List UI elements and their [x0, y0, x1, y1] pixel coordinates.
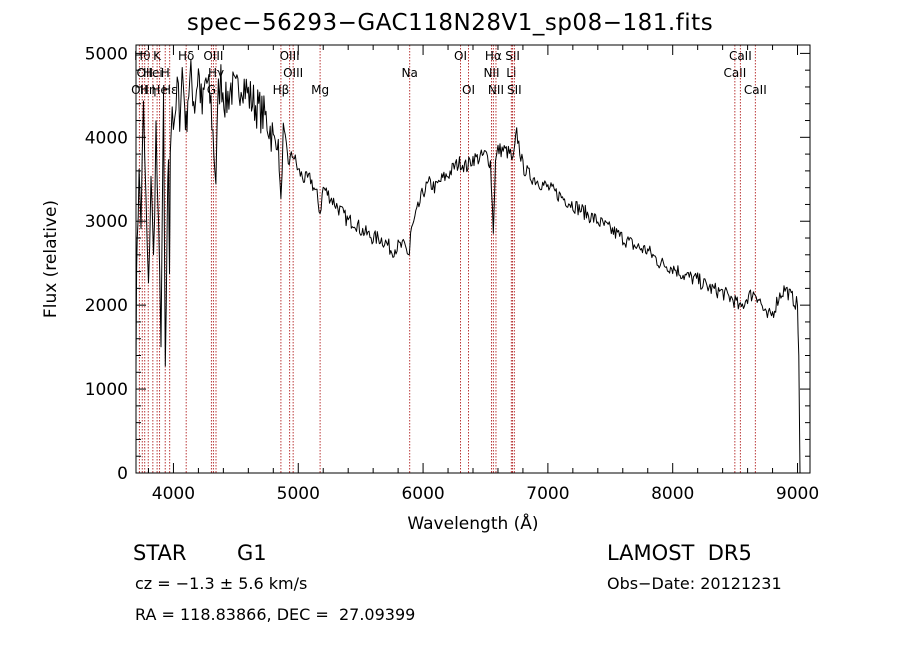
y-tick-label: 4000 [85, 128, 128, 148]
spectral-line-label: OII [131, 83, 148, 97]
plot-frame [135, 44, 811, 474]
survey-label: LAMOST DR5 [607, 541, 752, 565]
spectral-line-label: CaII [744, 83, 767, 97]
spectral-line-label: OIII [203, 49, 223, 63]
object-subclass: G1 [237, 541, 267, 565]
spectral-line-label: NII [483, 66, 499, 80]
spectral-line-label: H [161, 66, 170, 80]
x-axis-title: Wavelength (Å) [407, 512, 538, 534]
spectral-line-label: SII [507, 83, 522, 97]
x-tick-label: 9000 [776, 484, 819, 504]
spectral-line-label: CaII [729, 49, 752, 63]
spectral-line-label: Hθ [134, 49, 150, 63]
spectral-line-label: K [153, 49, 162, 63]
spectral-line-label: Mg [311, 83, 329, 97]
coordinates: RA = 118.83866, DEC = 27.09399 [135, 605, 416, 624]
y-tick-label: 5000 [85, 44, 128, 64]
x-tick-label: 6000 [401, 484, 444, 504]
observation-date: Obs−Date: 20121231 [607, 574, 782, 593]
y-tick-label: 2000 [85, 296, 128, 316]
x-tick-label: 4000 [152, 484, 195, 504]
spectral-line-label: Hα [485, 49, 502, 63]
spectral-line-label: OI [454, 49, 467, 63]
redshift-velocity: cz = −1.3 ± 5.6 km/s [135, 574, 308, 593]
y-tick-label: 0 [117, 464, 128, 484]
spectral-line-label: Hβ [273, 83, 290, 97]
x-tick-label: 5000 [277, 484, 320, 504]
spectral-line-label: Na [402, 66, 418, 80]
spectral-line-label: Hε [162, 83, 178, 97]
spectral-line-label: OII [136, 66, 153, 80]
spectral-line-label: Hei [143, 66, 163, 80]
y-axis-title: Flux (relative) [41, 200, 61, 318]
object-class: STAR [133, 541, 187, 565]
spectral-line-label: G [207, 83, 216, 97]
spectral-line-label: SII [505, 49, 520, 63]
y-tick-label: 1000 [85, 380, 128, 400]
x-tick-label: 7000 [526, 484, 569, 504]
spectral-line-label: OIII [280, 49, 300, 63]
spectral-line-label: OI [462, 83, 475, 97]
y-tick-label: 3000 [85, 212, 128, 232]
chart-title: spec−56293−GAC118N28V1_sp08−181.fits [186, 10, 714, 36]
spectral-line-label: OIII [283, 66, 303, 80]
spectral-line-label: NII [488, 83, 504, 97]
spectral-line-label: CaII [723, 66, 746, 80]
spectral-line-label: Hη [140, 83, 157, 97]
x-tick-label: 8000 [651, 484, 694, 504]
spectral-line-label: Hδ [178, 49, 194, 63]
spectrum-series-line [135, 59, 801, 474]
spectral-line-label: Li [506, 66, 516, 80]
